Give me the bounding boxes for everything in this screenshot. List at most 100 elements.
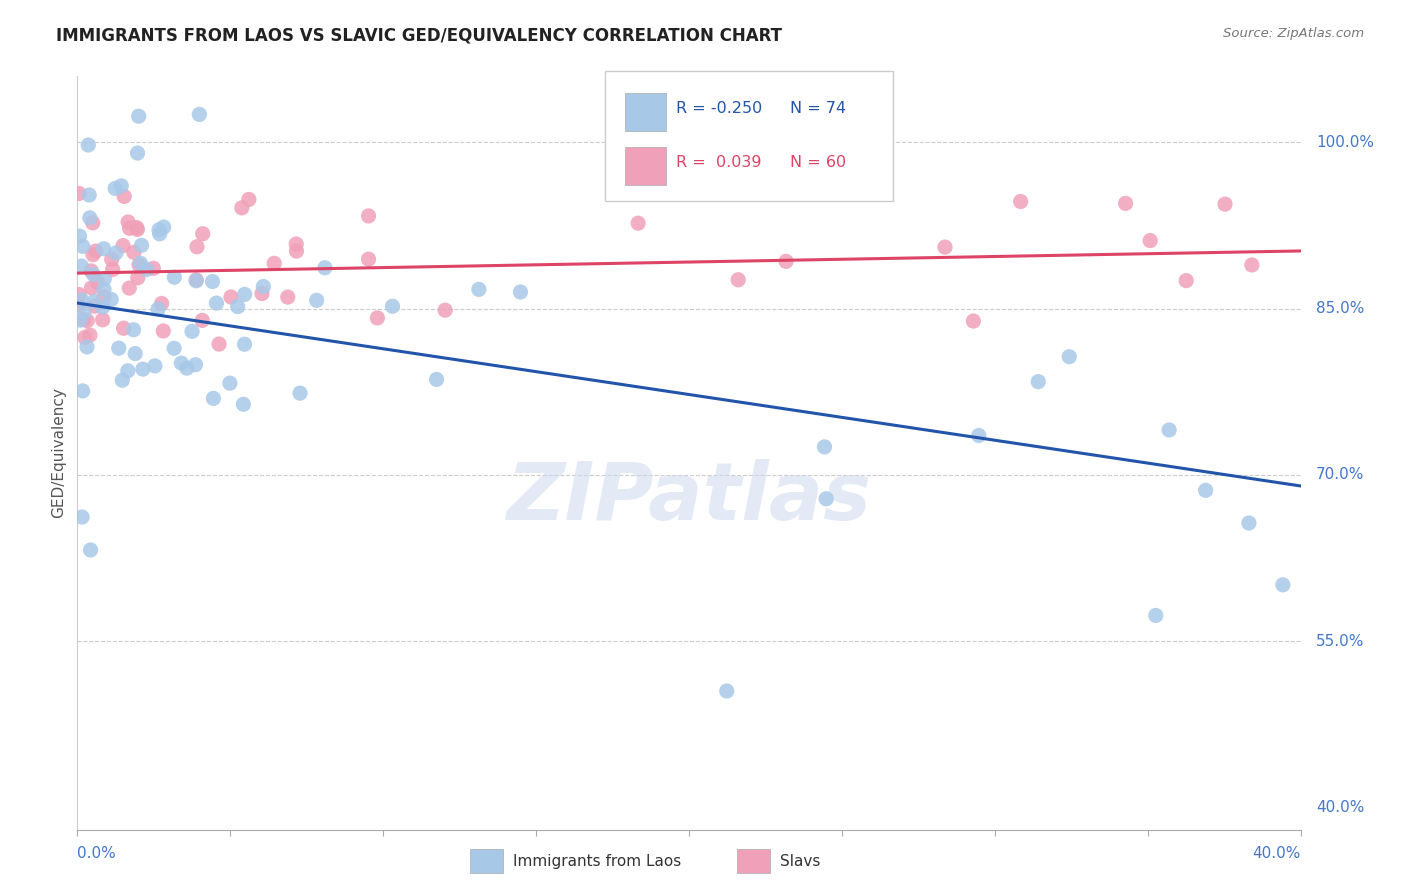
Point [1010,194,1032,209]
Point [129,256,152,270]
Point [112,189,135,203]
Point [238,193,260,207]
Point [104,246,127,260]
Point [80,264,103,278]
Point [86,276,108,290]
Point [79,543,101,558]
Point [186,274,208,288]
Point [83,299,105,313]
Point [107,341,129,355]
Text: N = 60: N = 60 [790,155,846,170]
Point [111,373,134,387]
Point [1026,375,1049,389]
Point [813,440,835,454]
Point [1175,274,1198,288]
Text: 40.0%: 40.0% [1316,800,1364,815]
Point [381,299,404,313]
Point [425,372,447,386]
Point [125,220,148,235]
Point [77,188,100,202]
Point [149,227,172,241]
Text: 70.0%: 70.0% [1316,467,1364,483]
Point [509,285,531,299]
Point [815,491,838,506]
Point [93,272,115,286]
Point [131,238,153,252]
Point [250,286,273,301]
Point [233,337,256,351]
Point [201,275,224,289]
Point [1115,196,1137,211]
Point [727,273,749,287]
Point [314,260,336,275]
Point [357,209,380,223]
Point [122,323,145,337]
Point [263,256,285,270]
Point [91,300,114,314]
Text: Immigrants from Laos: Immigrants from Laos [513,854,682,869]
Point [67,186,90,201]
Point [934,240,956,254]
Point [184,358,207,372]
Point [70,259,93,273]
Point [110,178,132,193]
Point [127,146,149,161]
Point [72,384,94,398]
Point [80,281,103,295]
Point [366,310,388,325]
Point [143,359,166,373]
Point [118,281,141,295]
Text: 55.0%: 55.0% [1316,633,1364,648]
Point [76,314,98,328]
Point [305,293,328,308]
Point [82,216,104,230]
Point [128,109,150,123]
Point [1139,234,1161,248]
Point [128,258,150,272]
Point [72,312,94,326]
Point [83,294,105,309]
Point [69,229,91,244]
Point [67,297,90,311]
Point [219,290,242,304]
Point [1271,578,1294,592]
Point [186,240,208,254]
Text: ZIPatlas: ZIPatlas [506,458,872,537]
Text: 100.0%: 100.0% [1316,135,1374,150]
Point [142,261,165,276]
Point [627,216,650,230]
Point [83,268,105,282]
Point [100,293,122,307]
Point [146,302,169,317]
Point [1213,197,1236,211]
Point [93,290,115,304]
Point [77,138,100,153]
Point [93,242,115,256]
Text: Slavs: Slavs [780,854,821,869]
Point [117,215,139,229]
Point [124,346,146,360]
Point [967,428,990,442]
Point [285,237,308,252]
Text: 40.0%: 40.0% [1253,847,1301,861]
Point [118,221,141,235]
Point [1240,258,1263,272]
Point [117,364,139,378]
Point [233,287,256,301]
Point [73,330,96,344]
Point [100,252,122,267]
Point [191,227,214,241]
Point [163,341,186,355]
Point [208,337,231,351]
Text: R = -0.250: R = -0.250 [676,101,762,116]
Point [79,328,101,343]
Point [775,254,797,268]
Y-axis label: GED/Equivalency: GED/Equivalency [51,387,66,518]
Point [76,340,98,354]
Point [122,245,145,260]
Point [73,306,96,320]
Point [104,181,127,195]
Point [288,386,311,401]
Point [112,321,135,335]
Point [202,392,225,406]
